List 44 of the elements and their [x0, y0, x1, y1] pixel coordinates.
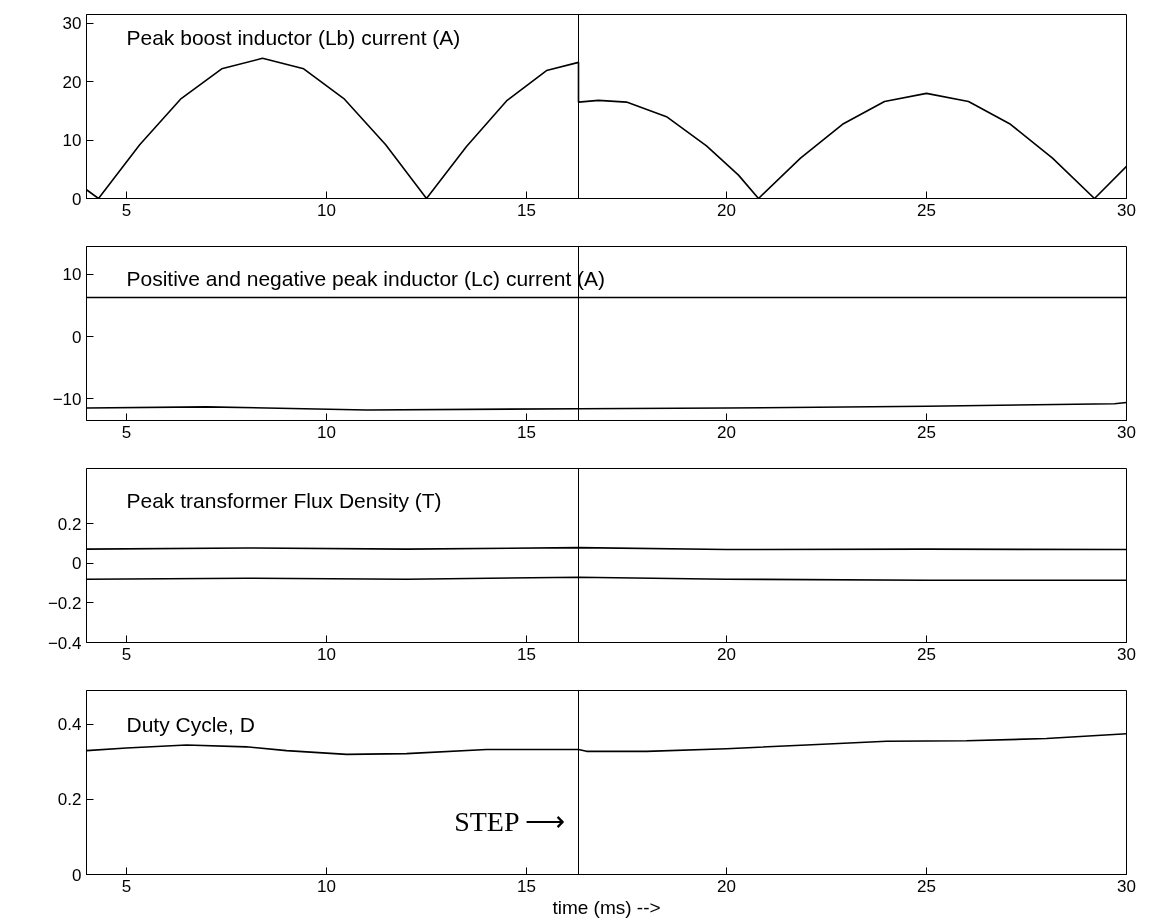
x-tick-label: 15 — [517, 876, 536, 896]
y-tick-label: 0 — [72, 554, 82, 574]
x-tick-label: 20 — [717, 200, 736, 220]
x-tick-label: 10 — [317, 876, 336, 896]
x-tick-label: 25 — [917, 644, 936, 664]
text: Positive and negative peak inductor (Lc) current (A) — [126, 267, 606, 291]
y-tick-label: 10 — [62, 265, 82, 285]
y-tick-label: 0 — [72, 189, 82, 209]
x-tick-label: 30 — [1117, 422, 1136, 442]
x-tick-label: 5 — [121, 422, 132, 442]
x-tick-label: 15 — [517, 422, 536, 442]
y-tick-label: 0 — [72, 327, 82, 347]
y-tick-label: 20 — [62, 72, 82, 92]
y-tick-label: 10 — [62, 131, 82, 151]
x-tick-label: 5 — [121, 644, 132, 664]
x-axis-title: time (ms) --> — [552, 896, 661, 918]
y-tick-label: 30 — [62, 14, 82, 34]
x-tick-label: 30 — [1117, 644, 1136, 664]
x-tick-label: 10 — [317, 644, 336, 664]
x-tick-label: 25 — [917, 876, 936, 896]
text: Peak boost inductor (Lb) current (A) — [126, 25, 461, 49]
x-tick-label: 15 — [517, 200, 536, 220]
y-tick-label: −0.2 — [47, 593, 82, 613]
x-tick-label: 20 — [717, 644, 736, 664]
annotation: STEP ⟶ — [454, 806, 566, 838]
x-tick-label: 20 — [717, 422, 736, 442]
text: Peak transformer Flux Density (T) — [126, 489, 442, 513]
x-tick-label: 20 — [717, 876, 736, 896]
y-tick-label: 0.2 — [57, 790, 82, 810]
x-tick-label: 5 — [121, 876, 132, 896]
x-tick-label: 10 — [317, 422, 336, 442]
y-tick-label: −0.4 — [47, 633, 82, 653]
text: Duty Cycle, D — [126, 712, 255, 736]
x-tick-label: 30 — [1117, 876, 1136, 896]
x-tick-label: 15 — [517, 644, 536, 664]
x-tick-label: 30 — [1117, 200, 1136, 220]
x-tick-label: 25 — [917, 422, 936, 442]
x-tick-label: 25 — [917, 200, 936, 220]
y-tick-label: −10 — [52, 389, 82, 409]
x-tick-label: 10 — [317, 200, 336, 220]
y-tick-label: 0 — [72, 865, 82, 885]
y-tick-label: 0.2 — [57, 514, 82, 534]
y-tick-label: 0.4 — [57, 715, 82, 735]
x-tick-label: 5 — [121, 200, 132, 220]
